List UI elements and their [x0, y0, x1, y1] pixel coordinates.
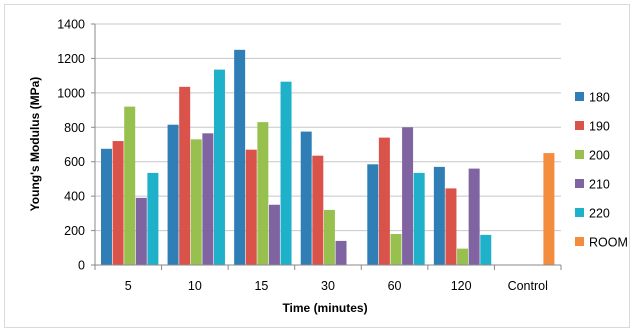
gridlines: [95, 23, 561, 232]
bar-190-10: [179, 86, 191, 265]
legend-label-room: ROOM: [589, 236, 628, 250]
legend-label-200: 200: [589, 149, 610, 163]
y-tick-label: 400: [64, 190, 85, 204]
bar-220-5: [147, 172, 159, 265]
bar-210-10: [202, 133, 214, 265]
bar-200-5: [124, 106, 136, 265]
legend-swatch-200: [575, 150, 584, 159]
y-axis-title: Young's Modulus (MPa): [28, 77, 42, 212]
x-tick-label: 30: [321, 279, 335, 293]
bar-180-15: [234, 49, 246, 266]
y-tick-label: 600: [64, 155, 85, 169]
bar-180-10: [167, 124, 179, 265]
x-axis-title: Time (minutes): [282, 301, 367, 315]
axes: 0 200 400 600 800 1000 1200 1400 5 10 15 30 60 120 Con…: [57, 18, 562, 293]
legend-swatch-220: [575, 208, 584, 217]
legend-label-190: 190: [589, 120, 610, 134]
x-tick-label: 10: [188, 279, 202, 293]
youngs-modulus-bar-chart: 0 200 400 600 800 1000 1200 1400 5 10 15 30 60 120 Con…: [28, 18, 628, 316]
bar-210-60: [402, 127, 414, 266]
legend-label-220: 220: [589, 207, 610, 221]
bar-220-60: [413, 172, 425, 265]
y-tick-label: 0: [78, 259, 85, 273]
bars: [101, 49, 555, 266]
bar-180-120: [433, 166, 445, 265]
bar-200-60: [390, 234, 402, 265]
x-tick-label: Control: [508, 279, 548, 293]
legend-swatch-180: [575, 92, 584, 101]
bar-180-60: [367, 164, 379, 265]
legend-swatch-210: [575, 179, 584, 188]
bar-room-control: [543, 153, 555, 265]
bar-200-30: [323, 209, 335, 265]
bar-180-5: [101, 148, 112, 265]
bar-190-30: [312, 155, 324, 265]
bar-210-5: [135, 197, 147, 265]
chart-frame: 0 200 400 600 800 1000 1200 1400 5 10 15 30 60 120 Con…: [4, 4, 630, 328]
bar-220-120: [480, 234, 492, 265]
bar-190-60: [378, 137, 390, 265]
x-tick-label: 120: [451, 279, 472, 293]
legend-label-210: 210: [589, 178, 610, 192]
bar-200-15: [257, 122, 269, 265]
legend-swatch-room: [575, 237, 584, 246]
bar-210-30: [335, 240, 347, 265]
bar-180-30: [300, 131, 312, 265]
y-tick-label: 1000: [57, 86, 85, 100]
y-tick-label: 800: [64, 121, 85, 135]
bar-190-5: [112, 141, 124, 265]
y-tick-label: 200: [64, 224, 85, 238]
x-tick-label: 5: [125, 279, 132, 293]
bar-200-120: [457, 248, 469, 265]
bar-200-10: [190, 139, 202, 265]
bar-210-120: [468, 168, 480, 265]
y-tick-label: 1400: [57, 18, 85, 32]
bar-190-15: [245, 149, 257, 265]
legend-label-180: 180: [589, 91, 610, 105]
x-tick-label: 60: [388, 279, 402, 293]
x-tick-label: 15: [254, 279, 268, 293]
bar-190-120: [445, 188, 457, 265]
bar-220-10: [213, 69, 225, 265]
y-tick-label: 1200: [57, 52, 85, 66]
legend-swatch-190: [575, 121, 584, 130]
bar-220-15: [280, 81, 292, 266]
legend: 180 190 200 210 220 ROOM: [575, 91, 628, 250]
bar-210-15: [268, 204, 280, 265]
